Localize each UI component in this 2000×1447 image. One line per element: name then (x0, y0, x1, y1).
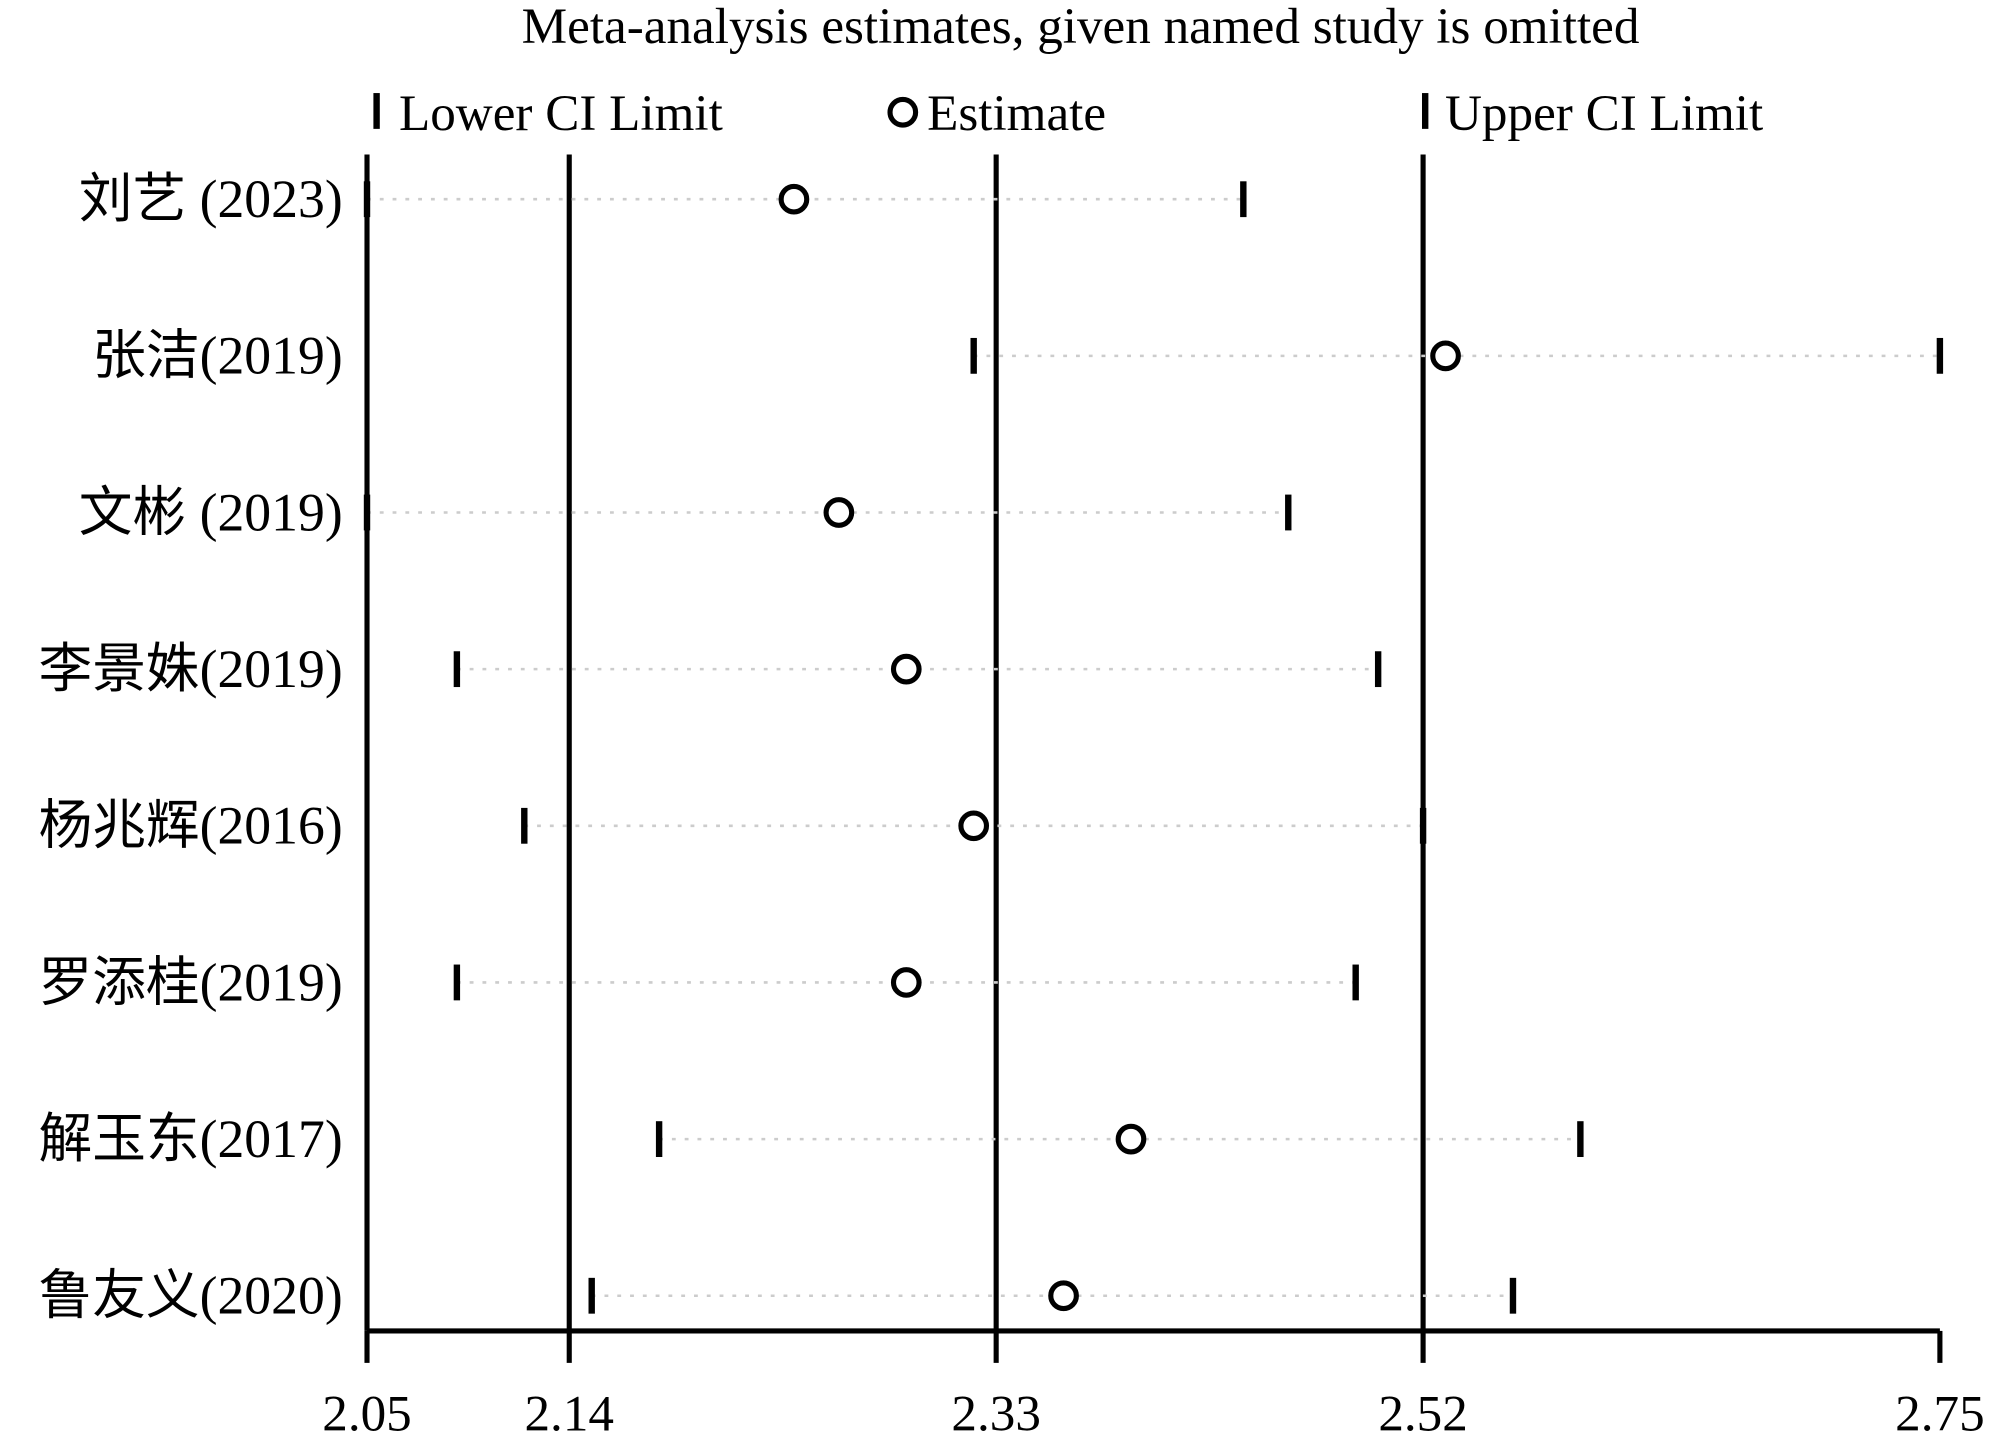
study-label: 解玉东(2017) (39, 1109, 343, 1169)
upper-ci-marker (1509, 1277, 1517, 1314)
study-label: 张洁(2019) (92, 326, 343, 386)
x-tick-label: 2.33 (951, 1386, 1041, 1443)
lower-ci-marker (521, 807, 528, 844)
upper-ci-marker (1285, 494, 1292, 531)
lower-ci-marker (363, 181, 371, 218)
x-tick-label: 2.05 (322, 1386, 412, 1443)
upper-ci-marker (1352, 964, 1359, 1001)
legend: Lower CI Limit Estimate Upper CI Limit (373, 85, 1763, 142)
lower-ci-marker (453, 964, 461, 1001)
estimate-marker (890, 653, 922, 685)
study-label: 罗添桂(2019) (39, 952, 343, 1012)
legend-estimate-label: Estimate (927, 85, 1106, 142)
estimate-marker (890, 967, 922, 998)
study-label: 鲁友义(2020) (39, 1266, 343, 1326)
lower-ci-marker (588, 1277, 595, 1314)
study-label: 刘艺 (2023) (79, 169, 343, 229)
lower-ci-marker (363, 494, 371, 531)
study-label: 李景姝(2019) (39, 639, 343, 699)
legend-estimate-marker (887, 96, 919, 128)
lower-ci-marker (655, 1121, 663, 1158)
upper-ci-marker (1419, 807, 1427, 844)
chart-title: Meta-analysis estimates, given named stu… (522, 0, 1640, 55)
study-label: 杨兆辉(2016) (39, 796, 343, 856)
study-label: 文彬 (2019) (79, 482, 343, 542)
estimate-marker (823, 497, 855, 528)
lower-ci-marker (970, 337, 977, 374)
legend-lower-marker (373, 93, 380, 129)
estimate-marker (958, 810, 990, 842)
x-tick-label: 2.52 (1378, 1386, 1468, 1443)
x-tick-label: 2.14 (524, 1386, 613, 1443)
estimate-marker (1048, 1280, 1079, 1312)
upper-ci-marker (1374, 651, 1382, 688)
x-tick-label: 2.75 (1895, 1386, 1985, 1443)
upper-ci-marker (1936, 337, 1944, 374)
upper-ci-marker (1577, 1121, 1584, 1158)
estimate-marker (778, 183, 810, 215)
upper-ci-marker (1240, 181, 1247, 218)
lower-ci-marker (453, 651, 461, 688)
legend-upper-marker (1421, 93, 1429, 129)
estimate-marker (1430, 340, 1461, 372)
legend-lower-label: Lower CI Limit (399, 85, 723, 142)
legend-upper-label: Upper CI Limit (1445, 85, 1763, 142)
estimate-marker (1115, 1123, 1147, 1155)
